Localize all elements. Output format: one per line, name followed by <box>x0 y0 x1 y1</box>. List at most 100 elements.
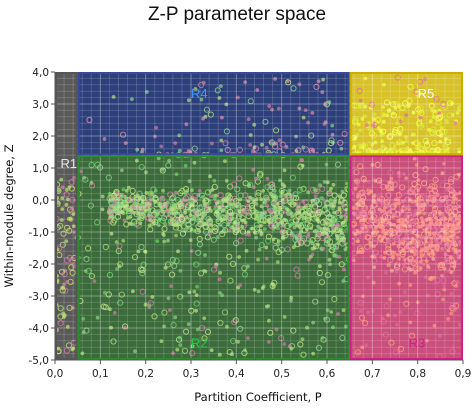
data-point <box>357 351 361 355</box>
data-point <box>449 187 454 192</box>
data-point <box>390 268 394 273</box>
data-point <box>273 211 278 216</box>
data-point <box>388 297 392 301</box>
data-point <box>371 116 376 121</box>
data-point <box>193 261 200 268</box>
data-point <box>224 102 229 107</box>
data-point <box>227 215 234 222</box>
data-point <box>230 260 237 267</box>
data-point <box>300 185 307 192</box>
data-point <box>265 237 272 244</box>
data-point <box>121 187 126 192</box>
data-point <box>244 248 249 253</box>
data-point <box>355 183 360 188</box>
data-point <box>179 187 186 195</box>
data-point <box>372 210 376 214</box>
data-point <box>243 208 250 215</box>
data-point <box>213 264 218 269</box>
data-point <box>152 195 159 202</box>
data-point <box>254 202 259 206</box>
data-point <box>447 212 452 217</box>
x-ticks: 0,0 0,1 0,2 0,3 0,4 0,5 0,6 0,7 0,8 0,9 <box>47 360 471 380</box>
data-point <box>391 214 395 219</box>
data-point <box>210 187 215 192</box>
data-point <box>450 229 455 234</box>
data-point <box>412 228 419 235</box>
data-point <box>413 252 417 257</box>
data-point <box>263 227 267 232</box>
data-point <box>395 141 400 146</box>
data-point <box>105 174 112 181</box>
data-point <box>357 163 364 170</box>
data-point <box>194 293 199 297</box>
y-ticks: 4,0 3,0 2,0 1,0 0,0 -1,0 -2,0 -3,0 -4,0 -5,0 <box>29 67 55 367</box>
data-point <box>186 322 191 327</box>
data-point <box>335 234 339 238</box>
data-point <box>430 126 437 133</box>
data-point <box>417 240 422 245</box>
data-point <box>444 226 449 231</box>
data-point <box>374 216 381 223</box>
data-point <box>382 256 387 260</box>
data-point <box>231 181 238 188</box>
data-point <box>431 140 438 147</box>
data-point <box>428 102 435 109</box>
data-point <box>446 257 453 264</box>
data-point <box>316 79 321 84</box>
data-point <box>123 204 127 209</box>
data-point <box>363 114 367 118</box>
data-point <box>94 219 101 226</box>
data-point <box>240 225 245 229</box>
data-point <box>269 283 276 290</box>
data-point <box>243 220 248 225</box>
data-point <box>352 278 356 283</box>
data-point <box>429 277 433 282</box>
data-point <box>190 344 195 349</box>
data-point <box>324 240 331 247</box>
data-point <box>393 212 398 217</box>
data-point <box>195 327 200 332</box>
data-point <box>197 188 202 193</box>
data-point <box>157 217 162 222</box>
data-point <box>134 202 139 206</box>
data-point <box>442 162 446 166</box>
data-point <box>265 176 270 181</box>
data-point <box>171 203 176 207</box>
data-point <box>449 348 456 355</box>
data-point <box>393 313 397 318</box>
data-point <box>56 201 61 205</box>
data-point <box>161 309 168 316</box>
data-point <box>423 275 428 280</box>
data-point <box>120 168 124 173</box>
data-point <box>452 223 457 228</box>
data-point <box>259 204 264 209</box>
data-point <box>88 161 95 169</box>
data-point <box>327 258 332 262</box>
region-label-r3: R3 <box>409 335 426 350</box>
data-point <box>202 223 209 230</box>
data-point <box>277 106 281 111</box>
data-point <box>443 252 448 256</box>
data-point <box>371 230 378 238</box>
data-point <box>431 282 436 286</box>
data-point <box>427 238 431 243</box>
data-point <box>81 330 86 335</box>
data-point <box>377 148 382 153</box>
data-point <box>297 233 301 238</box>
data-point <box>305 217 312 224</box>
data-point <box>167 158 172 163</box>
data-point <box>195 210 202 217</box>
data-point <box>301 216 309 223</box>
data-point <box>116 196 121 201</box>
data-point <box>398 217 405 224</box>
data-point <box>250 226 255 231</box>
data-point <box>201 116 206 121</box>
data-point <box>415 146 419 150</box>
data-point <box>123 141 128 146</box>
data-point <box>117 264 122 269</box>
data-point <box>314 228 319 233</box>
data-point <box>441 329 448 336</box>
data-point <box>199 97 204 102</box>
data-point <box>310 241 315 246</box>
data-point <box>435 129 442 137</box>
